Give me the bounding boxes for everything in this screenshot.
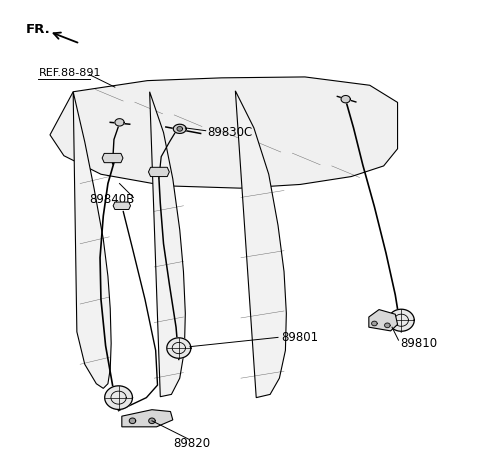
Polygon shape <box>129 418 136 424</box>
Polygon shape <box>113 202 131 210</box>
Polygon shape <box>177 127 182 131</box>
Polygon shape <box>105 386 132 409</box>
Polygon shape <box>149 418 155 424</box>
Polygon shape <box>148 167 169 176</box>
Polygon shape <box>122 410 173 427</box>
Polygon shape <box>388 309 414 331</box>
Polygon shape <box>115 119 124 126</box>
Text: 89810: 89810 <box>400 337 437 350</box>
Polygon shape <box>150 92 185 397</box>
Text: 89801: 89801 <box>282 331 319 344</box>
Text: 89830C: 89830C <box>207 126 253 139</box>
Polygon shape <box>167 338 191 358</box>
Polygon shape <box>173 124 186 134</box>
Polygon shape <box>341 96 350 103</box>
Polygon shape <box>235 91 287 398</box>
Text: 89840B: 89840B <box>89 193 134 206</box>
Text: REF.88-891: REF.88-891 <box>38 68 101 78</box>
Polygon shape <box>102 153 123 163</box>
Polygon shape <box>384 323 390 328</box>
Text: 89820: 89820 <box>173 438 210 451</box>
Polygon shape <box>372 321 377 326</box>
Polygon shape <box>369 310 397 331</box>
Polygon shape <box>50 77 397 188</box>
Polygon shape <box>73 92 111 388</box>
Text: FR.: FR. <box>26 23 50 36</box>
